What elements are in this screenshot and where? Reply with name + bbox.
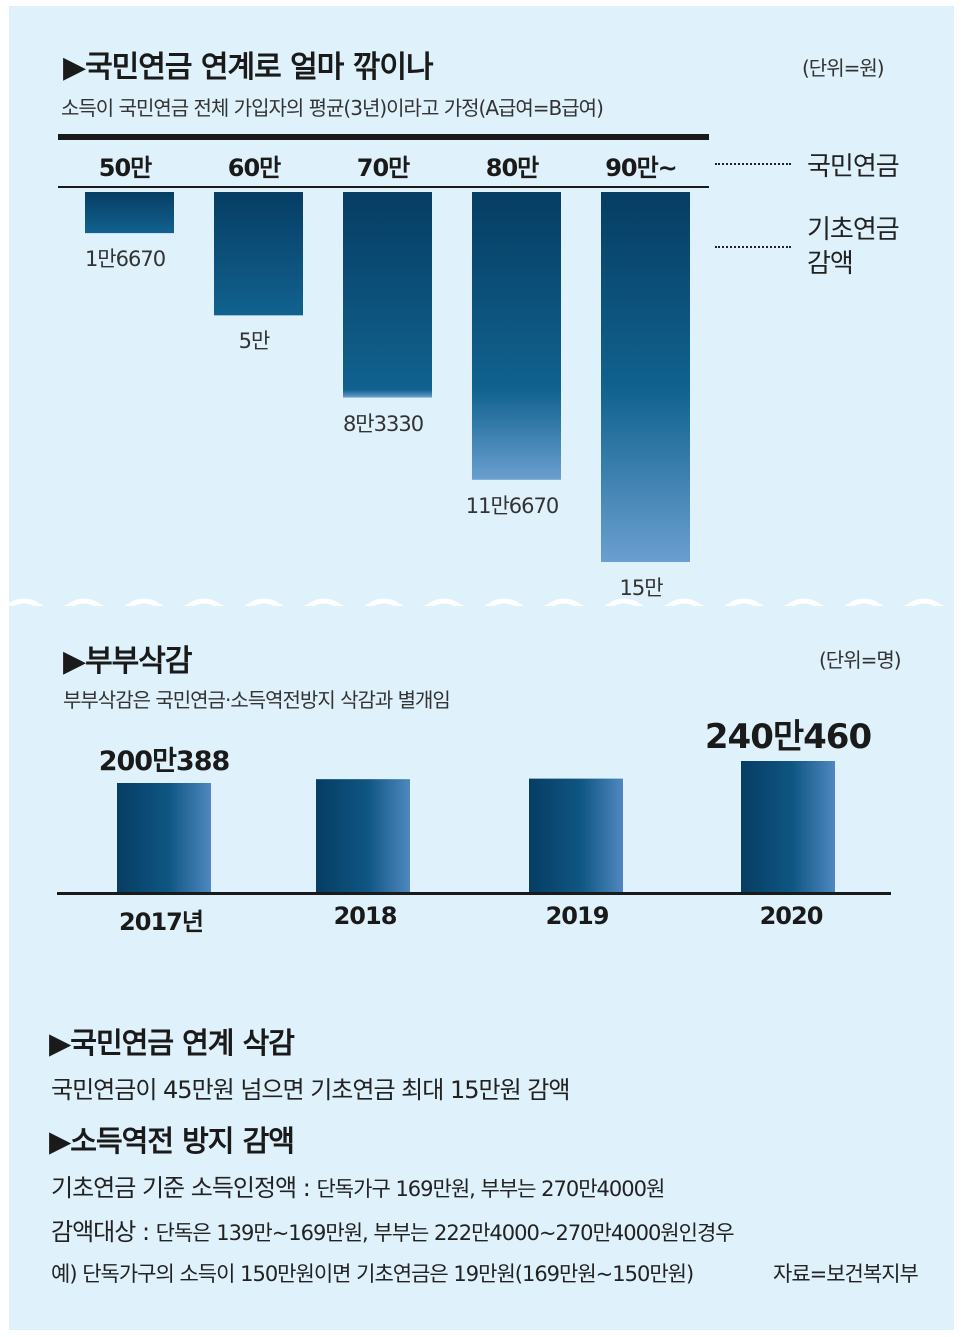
note-reduction-target: 감액대상 : 단독은 139만~169만원, 부부는 222만4000~270만… — [51, 1212, 735, 1247]
col-header-50: 50만 — [98, 154, 152, 182]
reduction-bar-1 — [85, 192, 174, 234]
col-header-60: 60만 — [227, 154, 281, 182]
reduction-bar-3 — [343, 192, 432, 390]
chart1-header-top-rule — [58, 134, 709, 140]
reduction-bar-2 — [214, 192, 303, 316]
legend-leader-bottom — [715, 246, 791, 248]
note-heading-reversal: ▶소득역전 방지 감액 — [49, 1124, 295, 1158]
couple-bar-2017년 — [117, 782, 211, 893]
col-header-80: 80만 — [485, 154, 539, 182]
reduction-bar-4 — [472, 192, 561, 390]
notes-panel: ▶국민연금 연계 삭감 국민연금이 45만원 넘으면 기초연금 최대 15만원 … — [9, 970, 954, 1330]
couple-reduction-panel: ▶부부삭감 (단위=명) 부부삭감은 국민연금·소득역전방지 삭감과 별개임 2… — [9, 606, 954, 986]
col-header-70: 70만 — [356, 154, 410, 182]
legend-reduction: 감액 — [807, 249, 854, 279]
chart2-unit: (단위=명) — [819, 648, 902, 672]
note-example: 예) 단독가구의 소득이 150만원이면 기초연금은 19만원(169만원~15… — [51, 1262, 694, 1286]
reduction-bar-5-lower — [601, 390, 690, 562]
chart1-header-bottom-rule — [58, 186, 709, 188]
note-reduction-target-detail: 단독은 139만~169만원, 부부는 222만4000~270만4000원인경… — [155, 1221, 735, 1245]
chart1-subtitle: 소득이 국민연금 전체 가입자의 평균(3년)이라고 가정(A급여=B급여) — [61, 96, 604, 120]
deduction-chart-panel: ▶국민연금 연계로 얼마 깎이나 (단위=원) 소득이 국민연금 전체 가입자의… — [9, 6, 954, 624]
chart2-plot — [57, 761, 891, 895]
reduction-bar-3-lower — [343, 390, 432, 398]
chart2-baseline — [57, 892, 891, 895]
year-2017: 2017년 — [119, 908, 204, 936]
note-pension-link-text: 국민연금이 45만원 넘으면 기초연금 최대 15만원 감액 — [51, 1076, 570, 1104]
couple-bar-2018 — [316, 779, 410, 893]
value-label-1: 1만6670 — [84, 247, 166, 272]
note-income-criteria-label: 기초연금 기준 소득인정액 : — [51, 1174, 317, 1202]
legend-leader-top — [715, 163, 791, 165]
col-header-90: 90만~ — [605, 154, 678, 182]
reduction-bar-5 — [601, 192, 690, 390]
legend-national-pension: 국민연금 — [807, 152, 900, 182]
reduction-bar-4-lower — [472, 390, 561, 480]
source-credit: 자료=보건복지부 — [773, 1262, 919, 1286]
chart1-title: ▶국민연금 연계로 얼마 깎이나 — [63, 50, 434, 85]
chart1-plot — [58, 134, 709, 562]
chart2-subtitle: 부부삭감은 국민연금·소득역전방지 삭감과 별개임 — [63, 688, 451, 712]
value-label-4: 11만6670 — [465, 493, 560, 518]
chart2-value-2020: 240만460 — [704, 717, 872, 757]
note-reduction-target-label: 감액대상 : — [51, 1218, 156, 1246]
chart2-title: ▶부부삭감 — [63, 644, 192, 679]
year-2020: 2020 — [759, 902, 824, 930]
value-label-5: 15만 — [619, 576, 663, 600]
legend-basic-pension: 기초연금 — [807, 215, 900, 245]
note-heading-pension-link: ▶국민연금 연계 삭감 — [49, 1026, 295, 1060]
year-2019: 2019 — [545, 902, 610, 930]
value-label-2: 5만 — [238, 329, 271, 354]
note-income-criteria: 기초연금 기준 소득인정액 : 단독가구 169만원, 부부는 270만4000… — [51, 1168, 665, 1203]
chart1-unit: (단위=원) — [802, 56, 885, 80]
value-label-3: 8만3330 — [342, 411, 424, 436]
note-income-criteria-detail: 단독가구 169만원, 부부는 270만4000원 — [316, 1177, 665, 1201]
chart2-value-2017: 200만388 — [98, 745, 231, 777]
couple-bar-2019 — [529, 778, 623, 893]
couple-bar-2020 — [741, 761, 835, 893]
year-2018: 2018 — [333, 902, 398, 930]
